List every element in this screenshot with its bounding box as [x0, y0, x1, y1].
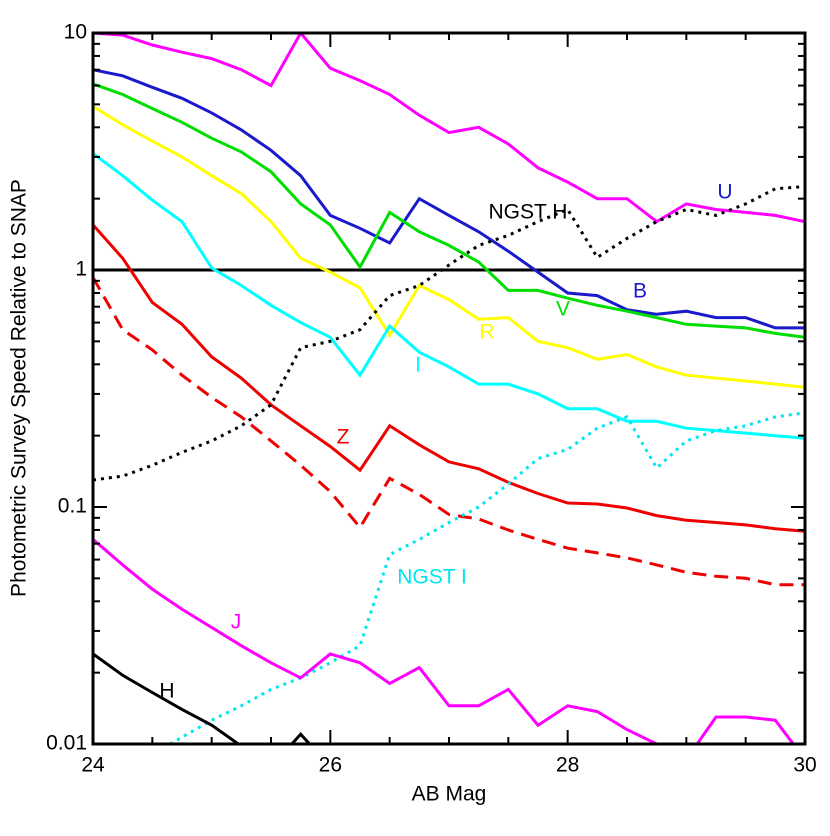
x-tick-label: 28: [556, 754, 579, 777]
series-line: [93, 538, 796, 744]
x-tick-label: 24: [81, 754, 105, 777]
series-line: [93, 276, 805, 587]
y-tick-label: 1: [75, 258, 87, 281]
series-line: [93, 152, 805, 440]
series-line: [93, 105, 805, 389]
series-line: [93, 223, 805, 533]
plot-area: [93, 33, 805, 744]
series-label: J: [231, 611, 242, 634]
x-tick-label: 26: [319, 754, 342, 777]
series-label: U: [717, 181, 732, 204]
x-axis-label: AB Mag: [412, 783, 487, 806]
series-line: [93, 185, 805, 482]
series-label: I: [415, 354, 421, 377]
y-axis-label: Photometric Survey Speed Relative to SNA…: [8, 179, 31, 597]
x-tick-label: 30: [793, 754, 816, 777]
y-tick-label: 0.01: [46, 732, 87, 755]
y-tick-label: 10: [64, 21, 87, 44]
series-label: Z: [337, 426, 350, 449]
series-label: B: [633, 280, 647, 303]
series-line: [93, 33, 805, 224]
series-label: R: [479, 321, 494, 344]
series-label: H: [159, 680, 174, 703]
series-label: V: [556, 298, 570, 321]
y-tick-label: 0.1: [58, 495, 87, 518]
series-line: [93, 82, 805, 339]
series-label: NGST H: [489, 201, 568, 224]
series-line: [93, 652, 312, 744]
series-line: [169, 411, 805, 744]
series-line: [93, 68, 805, 330]
series-label: NGST I: [397, 566, 467, 589]
